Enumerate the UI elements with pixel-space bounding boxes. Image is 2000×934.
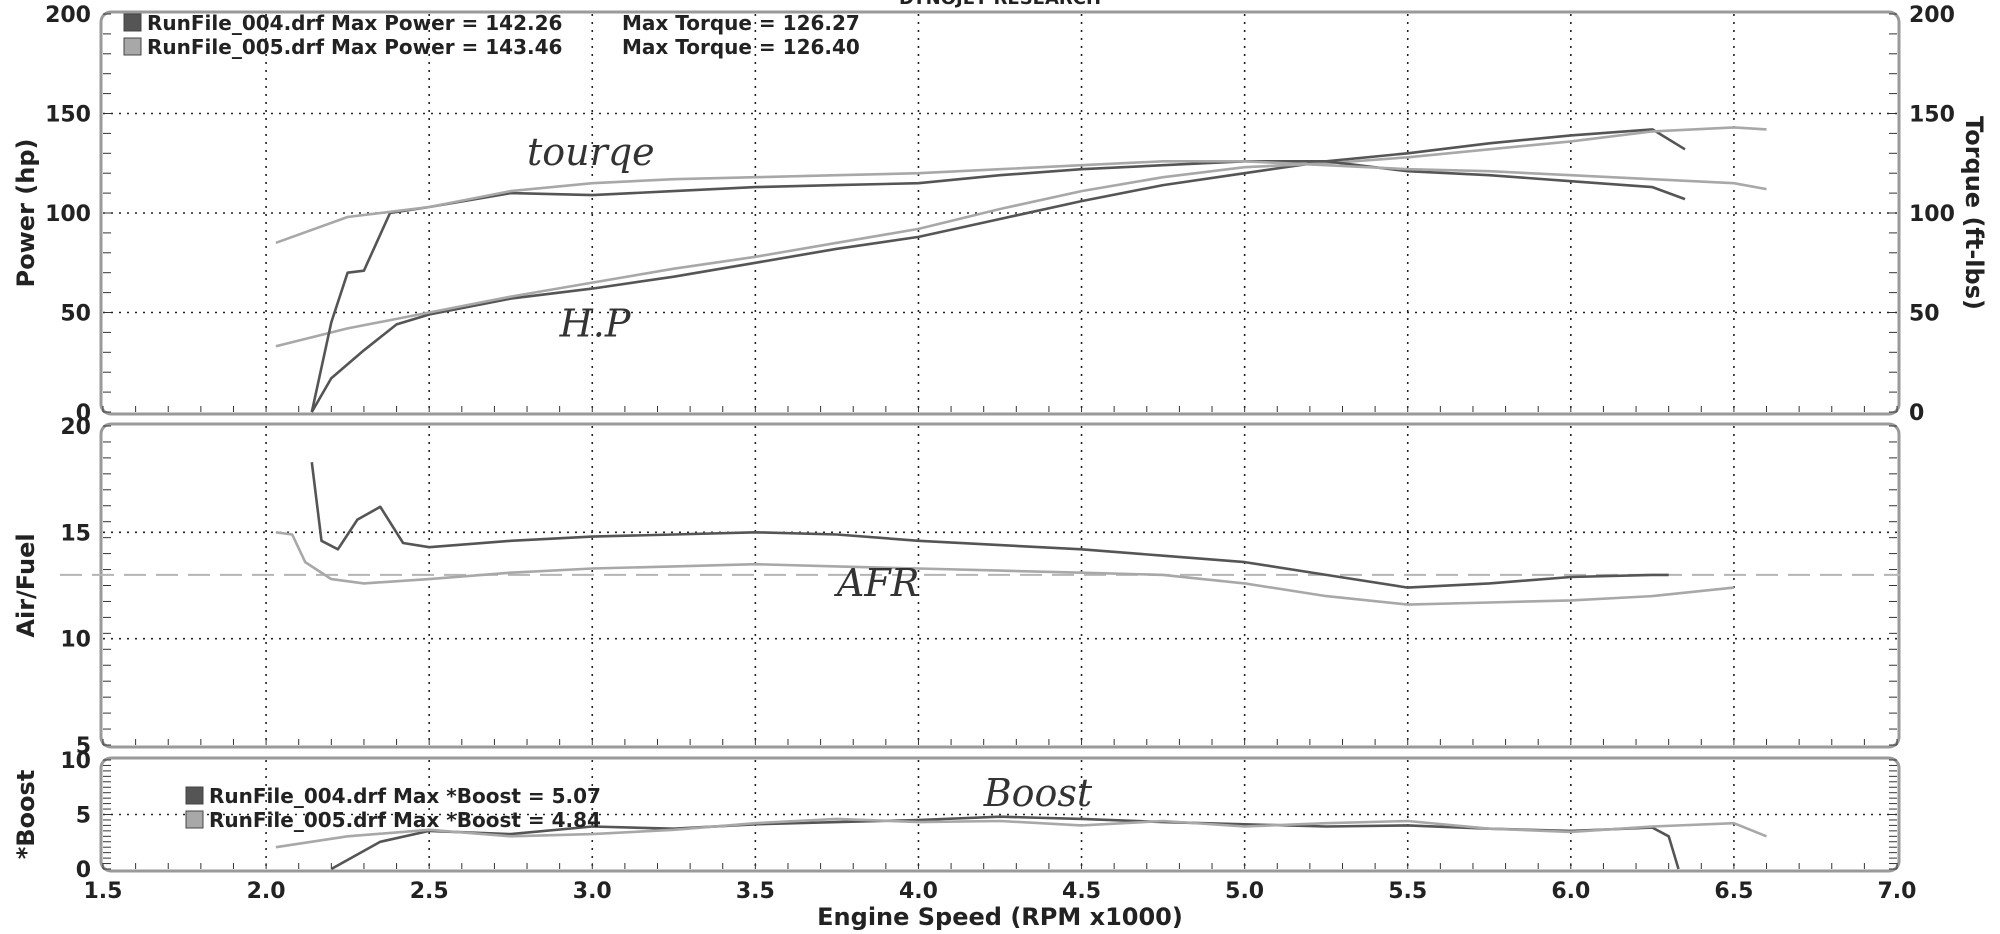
legend-swatch bbox=[185, 786, 204, 805]
y-tick-label: 10 bbox=[60, 749, 91, 774]
y2-tick-label: 0 bbox=[1909, 401, 1924, 426]
series-line-power-runfile-004 bbox=[310, 128, 1686, 413]
y-tick-label: 150 bbox=[45, 103, 91, 128]
y-axis-label: Air/Fuel bbox=[12, 533, 40, 637]
x-tick-label: 4.0 bbox=[899, 879, 938, 904]
y-tick-label: 15 bbox=[60, 521, 91, 546]
y-tick-label: 0 bbox=[76, 401, 91, 426]
y2-tick-label: 50 bbox=[1909, 302, 1940, 327]
chart-title: DYNOJET RESEARCH bbox=[899, 0, 1101, 9]
x-tick-label: 6.5 bbox=[1714, 879, 1753, 904]
x-tick-label: 3.0 bbox=[573, 879, 612, 904]
series-line-torque-runfile-004 bbox=[310, 160, 1686, 413]
y-tick-label: 100 bbox=[45, 202, 91, 227]
series-line-runfile-005 bbox=[275, 817, 1767, 849]
x-tick-label: 5.5 bbox=[1388, 879, 1427, 904]
x-tick-label: 7.0 bbox=[1878, 879, 1917, 904]
y-tick-label: 200 bbox=[45, 3, 91, 28]
series-line-torque-runfile-005 bbox=[275, 160, 1767, 245]
panel-air-fuel: 5 10 15 20 Air/Fuel AFR bbox=[12, 415, 1901, 759]
series-line-power-runfile-005 bbox=[275, 126, 1767, 348]
legend-entry: RunFile_005.drf Max *Boost = 4.84 bbox=[209, 808, 601, 832]
y-tick-label: 0 bbox=[76, 858, 91, 883]
panel-frame bbox=[99, 422, 1901, 749]
y-tick-label: 10 bbox=[60, 628, 91, 653]
y2-axis-label: Torque (ft-lbs) bbox=[1960, 116, 1988, 310]
y2-tick-label: 150 bbox=[1909, 103, 1955, 128]
legend-swatch bbox=[185, 810, 204, 829]
y-tick-label: 20 bbox=[60, 415, 91, 440]
y-axis-label: Power (hp) bbox=[12, 139, 40, 288]
legend-swatch bbox=[123, 37, 142, 56]
series-line-runfile-005 bbox=[275, 531, 1735, 606]
legend-entry: RunFile_004.drf Max Power = 142.26 bbox=[147, 11, 562, 35]
panel-power-torque: 0 50 100 150 200 0 50 100 150 200 Power (hp) Torque… bbox=[12, 3, 1988, 426]
x-tick-label: 2.5 bbox=[410, 879, 449, 904]
legend-max-torque: Max Torque = 126.40 bbox=[622, 35, 860, 59]
legend-max-torque: Max Torque = 126.27 bbox=[622, 11, 860, 35]
handwritten-annotation: Boost bbox=[983, 771, 1093, 815]
x-axis-label: Engine Speed (RPM x1000) bbox=[817, 903, 1183, 931]
x-tick-label: 3.5 bbox=[736, 879, 775, 904]
x-tick-label: 4.5 bbox=[1062, 879, 1101, 904]
handwritten-annotation: tourqe bbox=[527, 130, 655, 174]
legend-entry: RunFile_005.drf Max Power = 143.46 bbox=[147, 35, 562, 59]
y2-tick-label: 100 bbox=[1909, 202, 1955, 227]
x-tick-label: 1.5 bbox=[84, 879, 123, 904]
legend-entry: RunFile_004.drf Max *Boost = 5.07 bbox=[209, 784, 601, 808]
series-line-runfile-004 bbox=[310, 462, 1669, 589]
x-tick-label: 2.0 bbox=[247, 879, 286, 904]
handwritten-annotation: AFR bbox=[834, 561, 919, 605]
x-tick-label: 6.0 bbox=[1551, 879, 1590, 904]
y-tick-label: 50 bbox=[60, 302, 91, 327]
y-tick-label: 5 bbox=[76, 734, 91, 759]
panel-boost: 0 5 10 *Boost RunFile_004.drf Max *Boost = 5… bbox=[12, 749, 1916, 904]
x-tick-label: 5.0 bbox=[1225, 879, 1264, 904]
legend-swatch bbox=[123, 13, 142, 32]
y2-tick-label: 200 bbox=[1909, 3, 1955, 28]
y-tick-label: 5 bbox=[76, 804, 91, 829]
y-axis-label: *Boost bbox=[12, 770, 40, 860]
handwritten-annotation: H.P bbox=[559, 301, 632, 345]
